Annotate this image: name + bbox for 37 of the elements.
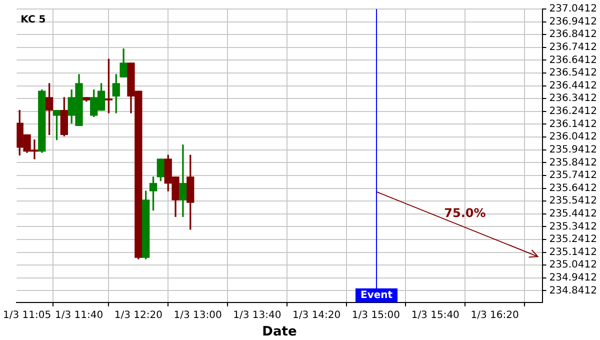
y-tick-label: 236.6412 <box>549 54 598 66</box>
y-tick-label: 235.6412 <box>549 182 598 194</box>
x-tick-label: 1/3 14:20 <box>292 310 341 321</box>
y-tick-label: 235.4412 <box>549 208 598 220</box>
y-tick-label: 234.9412 <box>549 272 598 284</box>
y-tick-label: 236.4412 <box>549 80 598 92</box>
y-tick-label: 235.3412 <box>549 221 598 232</box>
annotation: 75.0% <box>444 206 486 220</box>
y-tick-label: 235.9412 <box>549 144 598 156</box>
y-tick-label: 236.7412 <box>549 42 598 54</box>
x-tick-label: 1/3 15:40 <box>411 310 460 321</box>
x-tick-label: 1/3 11:40 <box>54 310 104 321</box>
y-tick-label: 235.1412 <box>549 246 598 258</box>
y-tick-label: 236.9412 <box>549 16 598 28</box>
ref-line-label: Event <box>360 290 393 301</box>
y-tick-label: 235.8412 <box>549 157 598 168</box>
y-tick-label: 235.7412 <box>549 170 598 182</box>
y-tick-label: 235.2412 <box>549 234 598 246</box>
y-tick-label: 236.0412 <box>549 132 598 143</box>
y-tick-label: 236.3412 <box>549 93 598 104</box>
y-tick-label: 237.0412 <box>549 4 598 15</box>
x-axis-title: Date <box>262 324 297 340</box>
y-tick-label: 236.1412 <box>549 118 598 130</box>
x-tick-label: 1/3 15:00 <box>352 310 400 321</box>
x-tick-label: 1/3 11:05 <box>3 310 52 321</box>
y-tick-label: 236.2412 <box>549 106 598 118</box>
candlestick <box>179 144 187 217</box>
x-tick-label: 1/3 13:40 <box>233 310 282 321</box>
y-tick-label: 236.8412 <box>549 29 598 40</box>
x-tick-label: 1/3 12:20 <box>114 310 162 321</box>
y-tick-label: 235.5412 <box>549 196 598 207</box>
y-tick-label: 235.0412 <box>549 260 598 271</box>
x-tick-label: 1/3 13:00 <box>174 310 222 321</box>
y-tick-label: 234.8412 <box>549 285 598 296</box>
text: KC 5 <box>20 14 46 26</box>
x-tick-label: 1/3 16:20 <box>470 310 519 321</box>
y-tick-label: 236.5412 <box>549 68 598 79</box>
